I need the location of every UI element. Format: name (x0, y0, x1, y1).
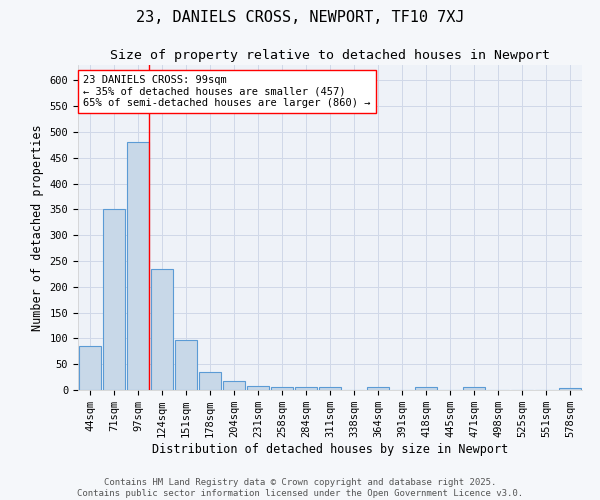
Bar (247, 386, 269, 390)
Bar (463, 388, 485, 390)
Text: 23, DANIELS CROSS, NEWPORT, TF10 7XJ: 23, DANIELS CROSS, NEWPORT, TF10 7XJ (136, 10, 464, 25)
Text: 23 DANIELS CROSS: 99sqm
← 35% of detached houses are smaller (457)
65% of semi-d: 23 DANIELS CROSS: 99sqm ← 35% of detache… (83, 74, 371, 108)
Bar (151, 269, 173, 390)
Bar (271, 387, 293, 390)
Bar (79, 346, 101, 390)
Bar (295, 388, 317, 390)
Bar (367, 388, 389, 390)
Title: Size of property relative to detached houses in Newport: Size of property relative to detached ho… (110, 50, 550, 62)
Bar (223, 380, 245, 390)
Bar (319, 388, 341, 390)
Bar (199, 372, 221, 390)
Y-axis label: Number of detached properties: Number of detached properties (31, 124, 44, 331)
Bar (415, 387, 437, 390)
Bar (175, 340, 197, 390)
X-axis label: Distribution of detached houses by size in Newport: Distribution of detached houses by size … (152, 443, 508, 456)
Bar (103, 210, 125, 390)
Bar (559, 388, 581, 390)
Text: Contains HM Land Registry data © Crown copyright and database right 2025.
Contai: Contains HM Land Registry data © Crown c… (77, 478, 523, 498)
Bar (127, 142, 149, 390)
